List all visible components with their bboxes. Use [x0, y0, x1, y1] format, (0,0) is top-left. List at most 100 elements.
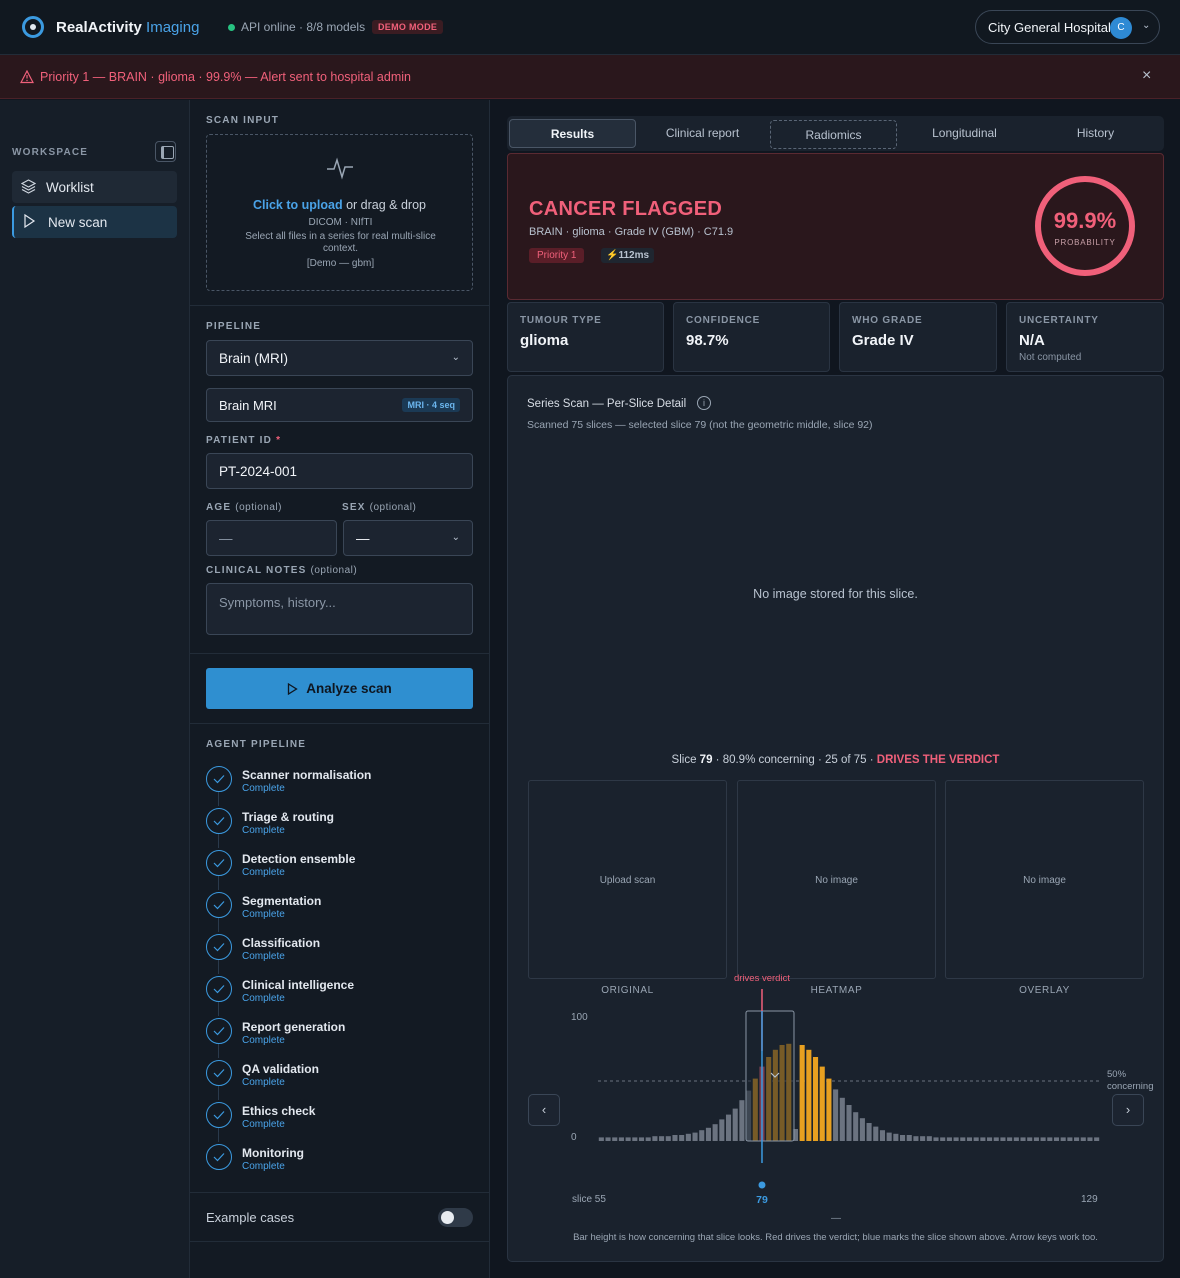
verdict-marker-label: drives verdict — [734, 973, 790, 984]
chart-bar — [966, 1137, 973, 1141]
chart-bar — [1027, 1137, 1033, 1141]
upload-link[interactable]: Click to upload — [253, 198, 343, 212]
pipeline-card: Brain MRI MRI · 4 seq — [206, 388, 473, 422]
clinical-notes-label: CLINICAL NOTES (optional) — [206, 565, 357, 576]
probability-value: 99.9% — [1053, 208, 1117, 233]
pipeline-step: Monitoring Complete — [206, 1140, 473, 1176]
chart-bar — [645, 1137, 651, 1141]
chart-bar — [685, 1133, 691, 1141]
chart-bar — [826, 1078, 832, 1141]
sex-label-text: SEX — [342, 502, 366, 513]
chart-bar — [792, 1129, 798, 1141]
brand: RealActivity Imaging — [56, 19, 199, 36]
step-name: Ethics check — [242, 1104, 316, 1118]
step-name: Detection ensemble — [242, 852, 356, 866]
pipeline-card-name: Brain MRI — [219, 397, 277, 413]
chart-bar — [1013, 1137, 1019, 1141]
check-circle-icon — [206, 1102, 232, 1128]
thumb-original[interactable]: Upload scan — [528, 780, 727, 979]
sidebar-item-worklist[interactable]: Worklist — [12, 171, 177, 203]
top-bar: RealActivity Imaging API online · 8/8 mo… — [0, 0, 1180, 55]
slice-concern-chart[interactable]: 100 0 50%concerning drives verdict 79 — slice … — [508, 971, 1165, 1221]
step-connector — [218, 834, 219, 848]
step-status: Complete — [242, 1077, 285, 1088]
alert-text: Priority 1 — BRAIN · glioma · 99.9% — Al… — [40, 70, 411, 84]
thumb-overlay[interactable]: No image — [945, 780, 1144, 979]
chart-bar — [692, 1132, 698, 1141]
chart-bar — [1007, 1137, 1013, 1141]
check-circle-icon — [206, 766, 232, 792]
hospital-selector[interactable]: City General Hospital C ⌄ — [975, 10, 1160, 44]
chevron-down-icon: ⌄ — [451, 352, 460, 363]
upload-prompt: Click to upload or drag & drop — [207, 198, 472, 212]
chevron-down-icon — [770, 1072, 780, 1078]
upload-formats: DICOM · NIfTI — [308, 217, 373, 228]
sequence-badge: MRI · 4 seq — [402, 398, 460, 412]
sidebar-item-new-scan[interactable]: New scan — [12, 206, 177, 238]
chart-bar — [1067, 1137, 1073, 1141]
sidebar-item-label: New scan — [48, 214, 108, 230]
upload-hint: Select all files in a series for real mu… — [245, 231, 436, 254]
analyze-scan-button[interactable]: Analyze scan — [206, 668, 473, 709]
clinical-notes-input[interactable]: Symptoms, history... — [206, 583, 473, 635]
tab-clinical-report[interactable]: Clinical report — [665, 126, 740, 140]
example-cases-label: Example cases — [206, 1210, 295, 1225]
chart-bar — [672, 1135, 678, 1141]
upload-dropzone[interactable]: Click to upload or drag & drop DICOM · N… — [206, 134, 473, 291]
tab-results[interactable]: Results — [509, 119, 636, 148]
check-circle-icon — [206, 808, 232, 834]
step-status: Complete — [242, 867, 285, 878]
prev-slice-button[interactable]: ‹ — [528, 1094, 560, 1126]
chart-bar — [812, 1057, 819, 1141]
logo-icon — [22, 16, 44, 38]
step-connector — [218, 1128, 219, 1142]
chart-bar — [913, 1136, 919, 1141]
upload-rest: or drag & drop — [342, 198, 426, 212]
required-mark: * — [276, 435, 282, 446]
check-circle-icon — [206, 976, 232, 1002]
result-tabs: Results Clinical report Radiomics Longit… — [507, 116, 1164, 151]
probability-label: PROBABILITY — [1054, 238, 1116, 247]
patient-id-input[interactable]: PT-2024-001 — [206, 453, 473, 489]
age-label-text: AGE — [206, 502, 232, 513]
api-status: API online · 8/8 models — [228, 20, 365, 34]
example-cases-toggle[interactable] — [438, 1208, 473, 1227]
analyze-label: Analyze scan — [306, 681, 392, 696]
next-slice-button[interactable]: › — [1112, 1094, 1144, 1126]
brand-accent: Imaging — [146, 19, 200, 36]
tab-history[interactable]: History — [1076, 126, 1115, 140]
step-name: Triage & routing — [242, 810, 335, 824]
series-title: Series Scan — Per-Slice Detail — [527, 398, 687, 410]
check-circle-icon — [206, 892, 232, 918]
patient-id-value: PT-2024-001 — [219, 463, 298, 479]
chart-bar — [920, 1136, 926, 1141]
tab-longitudinal[interactable]: Longitudinal — [932, 126, 997, 140]
step-status: Complete — [242, 1119, 285, 1130]
priority-badge: Priority 1 — [529, 248, 585, 263]
tab-radiomics[interactable]: Radiomics — [770, 120, 897, 149]
chart-bar — [940, 1137, 946, 1141]
chart-bar — [665, 1136, 671, 1141]
chart-bar — [1060, 1137, 1066, 1141]
divider — [190, 305, 490, 306]
info-icon[interactable]: i — [697, 396, 711, 410]
metric-confidence: CONFIDENCE 98.7% — [673, 302, 830, 372]
sidebar-toggle-icon[interactable] — [155, 141, 176, 162]
sex-select[interactable]: — ⌄ — [343, 520, 473, 556]
selected-slice-label: 79 — [756, 1194, 768, 1206]
chart-bar — [980, 1137, 986, 1141]
chart-bar — [1053, 1137, 1060, 1141]
check-circle-icon — [206, 1018, 232, 1044]
thumb-heatmap[interactable]: No image — [737, 780, 936, 979]
age-input[interactable]: — — [206, 520, 337, 556]
chart-bar — [1094, 1137, 1100, 1141]
verdict-title: CANCER FLAGGED — [529, 198, 723, 220]
close-icon[interactable]: × — [1142, 67, 1152, 84]
y-tick-label: 0 — [571, 1132, 577, 1143]
chart-bar — [652, 1136, 658, 1141]
priority-alert: Priority 1 — BRAIN · glioma · 99.9% — Al… — [0, 55, 1180, 99]
layers-icon — [21, 179, 36, 194]
chart-bar — [618, 1137, 624, 1141]
pipeline-select[interactable]: Brain (MRI) ⌄ — [206, 340, 473, 376]
chart-bar — [1087, 1137, 1093, 1141]
